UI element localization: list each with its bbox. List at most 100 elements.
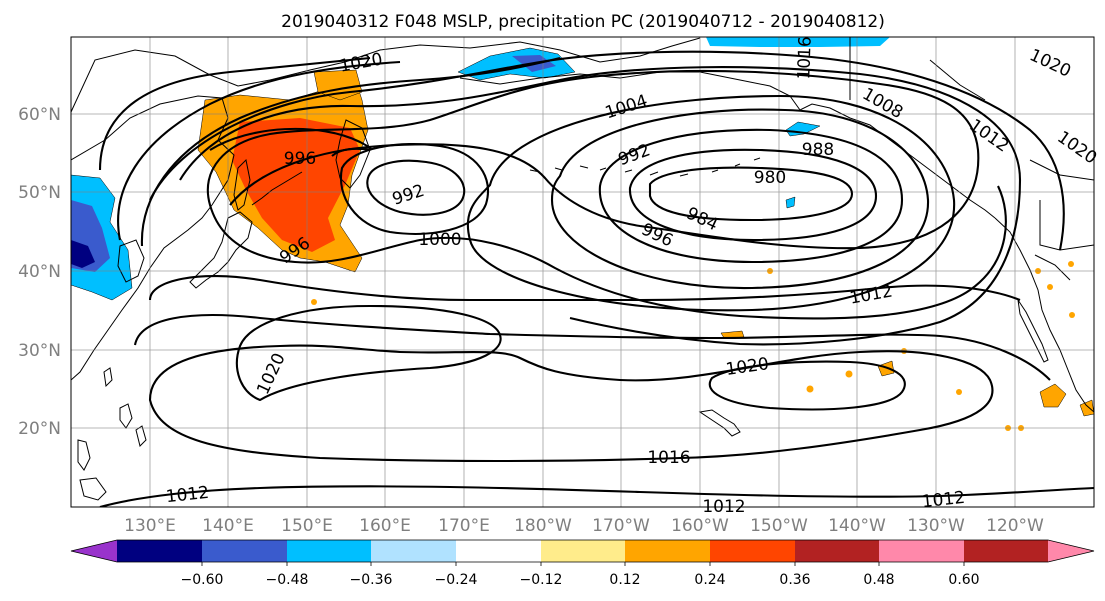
lon-label: 170°E bbox=[438, 516, 490, 536]
coastline-islands bbox=[77, 439, 107, 501]
colorbar-segment bbox=[202, 540, 287, 562]
isobar-996 bbox=[466, 94, 956, 312]
lon-label: 140°E bbox=[202, 516, 254, 536]
isobar-1008 bbox=[149, 50, 1065, 251]
isobar-label: 996 bbox=[284, 149, 316, 169]
isobar-1004 bbox=[179, 66, 1022, 346]
map-panel bbox=[70, 36, 1095, 508]
isobar-label: 1012 bbox=[921, 488, 966, 512]
colorbar-segment bbox=[625, 540, 710, 562]
coastline-hawaii bbox=[698, 409, 741, 437]
colorbar-tick-label: 0.12 bbox=[609, 572, 640, 588]
colorbar: −0.60 −0.48 −0.36 −0.24 −0.12 0.12 0.24 … bbox=[70, 539, 1095, 588]
coastline-philippines bbox=[119, 403, 147, 447]
colorbar-tick-label: −0.60 bbox=[181, 572, 224, 588]
lon-label: 130°E bbox=[124, 516, 176, 536]
colorbar-tick-label: −0.36 bbox=[350, 572, 393, 588]
precip-positive-dot bbox=[1069, 312, 1075, 318]
longitude-labels: 130°E 140°E 150°E 160°E 170°E 180°W 170°… bbox=[124, 516, 1044, 536]
chart-title: 2019040312 F048 MSLP, precipitation PC (… bbox=[281, 12, 885, 32]
precip-shading bbox=[71, 37, 1094, 431]
isobar-984 bbox=[628, 148, 878, 242]
precip-positive-region bbox=[1079, 399, 1094, 417]
colorbar-tick-label: 0.24 bbox=[694, 572, 725, 588]
coastline-baja bbox=[1017, 299, 1049, 363]
isobar-1000 bbox=[206, 69, 1007, 320]
isobar-992 bbox=[550, 108, 930, 290]
precip-positive-dot bbox=[1068, 261, 1074, 267]
isobar-988-east bbox=[598, 128, 904, 264]
isobar-1020-east bbox=[708, 360, 906, 411]
coastline-asia bbox=[71, 95, 235, 381]
isobar-980 bbox=[648, 166, 854, 222]
coastline-aleutians bbox=[529, 157, 761, 177]
lat-label: 20°N bbox=[18, 419, 61, 439]
precip-positive-dot bbox=[956, 389, 962, 395]
precip-positive-dot bbox=[311, 299, 317, 305]
colorbar-segment bbox=[795, 540, 879, 562]
lon-label: 160°E bbox=[359, 516, 411, 536]
isobar-1012 bbox=[140, 56, 561, 247]
isobar-1016-south bbox=[148, 344, 994, 463]
lon-label: 140°W bbox=[828, 516, 886, 536]
lat-label: 40°N bbox=[18, 262, 61, 282]
lat-label: 30°N bbox=[18, 341, 61, 361]
isobars bbox=[98, 50, 1094, 507]
precip-positive-dot bbox=[1047, 284, 1053, 290]
map-frame bbox=[70, 36, 1095, 508]
coastline-korea bbox=[117, 239, 145, 283]
colorbar-tick-label: 0.36 bbox=[779, 572, 810, 588]
isobar-label: 988 bbox=[802, 140, 834, 160]
colorbar-tick-label: −0.12 bbox=[520, 572, 563, 588]
isobar-988-west bbox=[366, 159, 466, 216]
colorbar-segment bbox=[287, 540, 371, 562]
colorbar-extend-low bbox=[71, 540, 117, 562]
lon-label: 120°W bbox=[986, 516, 1044, 536]
precip-negative-region bbox=[785, 196, 796, 209]
colorbar-segment bbox=[371, 540, 456, 562]
precip-positive-dot bbox=[845, 370, 853, 378]
precip-negative-region bbox=[71, 240, 95, 268]
lon-label: 150°W bbox=[750, 516, 808, 536]
coastline-sakhalin bbox=[233, 158, 251, 211]
isobar-label: 1016 bbox=[647, 448, 690, 468]
coastline-north-america bbox=[994, 217, 1094, 413]
lon-label: 160°W bbox=[671, 516, 729, 536]
latitude-labels: 60°N 50°N 40°N 30°N 20°N bbox=[18, 105, 61, 439]
isobar-label: 1000 bbox=[418, 230, 461, 250]
lat-label: 60°N bbox=[18, 105, 61, 125]
coastline-kamchatka bbox=[335, 119, 371, 189]
precip-positive-dot bbox=[806, 385, 814, 393]
lon-label: 170°W bbox=[592, 516, 650, 536]
country-borders bbox=[849, 37, 1094, 281]
isobar-1016 bbox=[117, 60, 401, 241]
coastline-kuril bbox=[251, 171, 303, 206]
lon-label: 130°W bbox=[907, 516, 965, 536]
colorbar-tick-label: −0.24 bbox=[435, 572, 478, 588]
colorbar-tick-label: −0.48 bbox=[266, 572, 309, 588]
colorbar-segment bbox=[456, 540, 541, 562]
colorbar-segment bbox=[117, 540, 202, 562]
isobar-label: 1012 bbox=[702, 497, 745, 517]
isobar-1020 bbox=[98, 56, 371, 171]
isobar-1016-mid bbox=[133, 314, 1051, 381]
colorbar-tick-label: 0.48 bbox=[863, 572, 894, 588]
colorbar-segment bbox=[710, 540, 795, 562]
isobar-label: 1016 bbox=[794, 36, 815, 80]
lon-label: 150°E bbox=[281, 516, 333, 536]
colorbar-ticks bbox=[201, 562, 965, 566]
isobar-1020-west bbox=[235, 304, 502, 402]
lat-label: 50°N bbox=[18, 183, 61, 203]
colorbar-tick-label: 0.60 bbox=[948, 572, 979, 588]
isobar-label: 1012 bbox=[165, 483, 210, 507]
lon-label: 180°W bbox=[514, 516, 572, 536]
isobar-1012-south bbox=[99, 485, 1094, 507]
precip-negative-region bbox=[706, 37, 890, 47]
isobar-label: 980 bbox=[754, 168, 786, 188]
colorbar-segment-last bbox=[964, 540, 1048, 562]
coastline-taiwan bbox=[103, 367, 113, 388]
colorbar-outline bbox=[70, 539, 1095, 563]
precip-positive-region bbox=[232, 118, 360, 252]
colorbar-segment bbox=[541, 540, 625, 562]
